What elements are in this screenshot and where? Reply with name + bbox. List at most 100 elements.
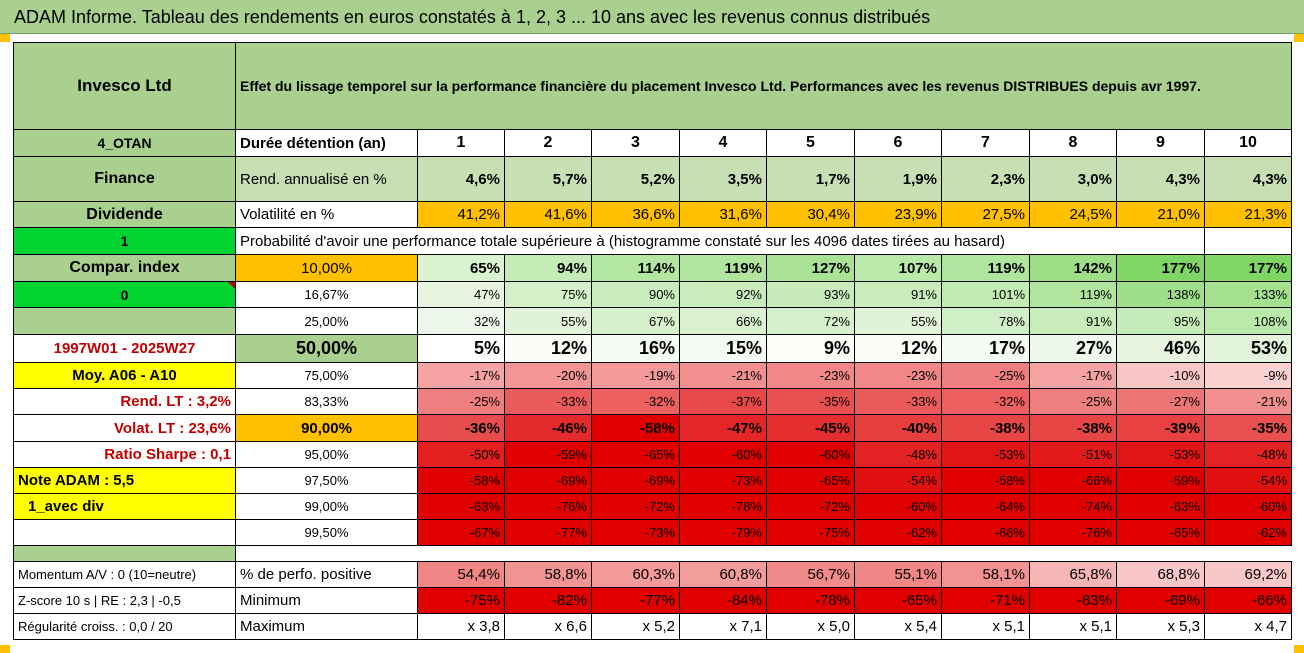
period-label: 1997W01 - 2025W27 (13, 334, 236, 363)
footer-value: -75% (417, 587, 505, 614)
quantile-value: -60% (679, 441, 767, 468)
footer-value: x 5,3 (1116, 613, 1205, 640)
quantile-value: 15% (679, 334, 767, 363)
quantile-value: -21% (1203, 388, 1293, 415)
quantile-value: -79% (679, 519, 767, 546)
volat-lt-label: Volat. LT : 23,6% (13, 414, 236, 442)
quantile-value: -10% (1116, 362, 1205, 389)
quantile-label: 75,00% (235, 362, 418, 389)
quantile-value: -69% (504, 467, 592, 494)
empty-cell (1203, 227, 1293, 255)
rend-value: 5,7% (504, 156, 592, 202)
quantile-value: 119% (1029, 281, 1117, 308)
quantile-value: -63% (417, 493, 505, 520)
quantile-value: -62% (854, 519, 942, 546)
footer-value: -77% (591, 587, 680, 614)
footer-value: 58,8% (504, 561, 592, 588)
quantile-value: -72% (766, 493, 855, 520)
quantile-value: 133% (1203, 281, 1293, 308)
quantile-value: 53% (1203, 334, 1293, 363)
compar-index-label: Compar. index (13, 254, 236, 282)
rend-value: 2,3% (941, 156, 1030, 202)
quantile-value: -9% (1203, 362, 1293, 389)
quantile-value: -35% (766, 388, 855, 415)
footer-value: -65% (854, 587, 942, 614)
quantile-value: -17% (417, 362, 505, 389)
quantile-value: -54% (1203, 467, 1293, 494)
footer-value: 60,8% (679, 561, 767, 588)
separator (13, 545, 236, 562)
vol-value: 36,6% (591, 201, 680, 228)
quantile-value: -33% (504, 388, 592, 415)
quantile-value: 108% (1203, 307, 1293, 335)
quantile-value: -17% (1029, 362, 1117, 389)
vol-value: 31,6% (679, 201, 767, 228)
quantile-label: 10,00% (235, 254, 418, 282)
quantile-value: -66% (941, 519, 1030, 546)
div-mode-label: 1_avec div (13, 493, 236, 520)
table-heading: Effet du lissage temporel sur la perform… (234, 42, 1293, 130)
quantile-value: -40% (854, 414, 942, 442)
footer-value: -69% (1116, 587, 1205, 614)
quantile-value: -59% (504, 441, 592, 468)
quantile-value: -73% (591, 519, 680, 546)
quantile-value: 65% (417, 254, 505, 282)
quantile-value: -60% (1203, 493, 1293, 520)
quantile-label: 97,50% (235, 467, 418, 494)
fund-code: 4_OTAN (13, 129, 236, 157)
quantile-value: -65% (766, 467, 855, 494)
quantile-value: 47% (417, 281, 505, 308)
quantile-value: -76% (1029, 519, 1117, 546)
year-header: 8 (1029, 129, 1117, 157)
vol-label: Volatilité en % (235, 201, 418, 228)
rend-label: Rend. annualisé en % (235, 156, 418, 202)
footer-value: 58,1% (941, 561, 1030, 588)
year-header: 7 (941, 129, 1030, 157)
quantile-value: 78% (941, 307, 1030, 335)
quantile-value: -62% (1203, 519, 1293, 546)
footer-value: 56,7% (766, 561, 855, 588)
quantile-value: -53% (941, 441, 1030, 468)
quantile-value: -63% (1116, 493, 1205, 520)
footer-label: Maximum (235, 613, 418, 640)
quantile-value: 119% (941, 254, 1030, 282)
quantile-value: -65% (1116, 519, 1205, 546)
quantile-value: 12% (854, 334, 942, 363)
quantile-value: 75% (504, 281, 592, 308)
vol-value: 41,6% (504, 201, 592, 228)
quantile-value: -74% (1029, 493, 1117, 520)
rend-lt-label: Rend. LT : 3,2% (13, 388, 236, 415)
quantile-value: 90% (591, 281, 680, 308)
toggle-distrib[interactable]: 1 (13, 227, 236, 255)
quantile-value: -66% (1029, 467, 1117, 494)
quantile-value: -75% (766, 519, 855, 546)
year-header: 3 (591, 129, 680, 157)
footer-value: x 4,7 (1203, 613, 1293, 640)
footer-value: 68,8% (1116, 561, 1205, 588)
quantile-value: -47% (679, 414, 767, 442)
quantile-value: -19% (591, 362, 680, 389)
toggle-index[interactable]: 0 (13, 281, 236, 308)
quantile-label: 83,33% (235, 388, 418, 415)
rend-value: 4,6% (417, 156, 505, 202)
vol-value: 23,9% (854, 201, 942, 228)
quantile-value: -25% (941, 362, 1030, 389)
vol-value: 27,5% (941, 201, 1030, 228)
quantile-label: 95,00% (235, 441, 418, 468)
quantile-value: 91% (1029, 307, 1117, 335)
fund-name: Invesco Ltd (13, 42, 236, 130)
corner-marker (0, 645, 10, 653)
quantile-value: -78% (679, 493, 767, 520)
sector-label: Finance (13, 156, 236, 202)
quantile-value: -64% (941, 493, 1030, 520)
quantile-value: 16% (591, 334, 680, 363)
vol-value: 30,4% (766, 201, 855, 228)
quantile-value: 94% (504, 254, 592, 282)
quantile-value: -53% (1116, 441, 1205, 468)
footer-value: 65,8% (1029, 561, 1117, 588)
footer-value: -84% (679, 587, 767, 614)
quantile-value: 101% (941, 281, 1030, 308)
quantile-value: 93% (766, 281, 855, 308)
quantile-value: -51% (1029, 441, 1117, 468)
